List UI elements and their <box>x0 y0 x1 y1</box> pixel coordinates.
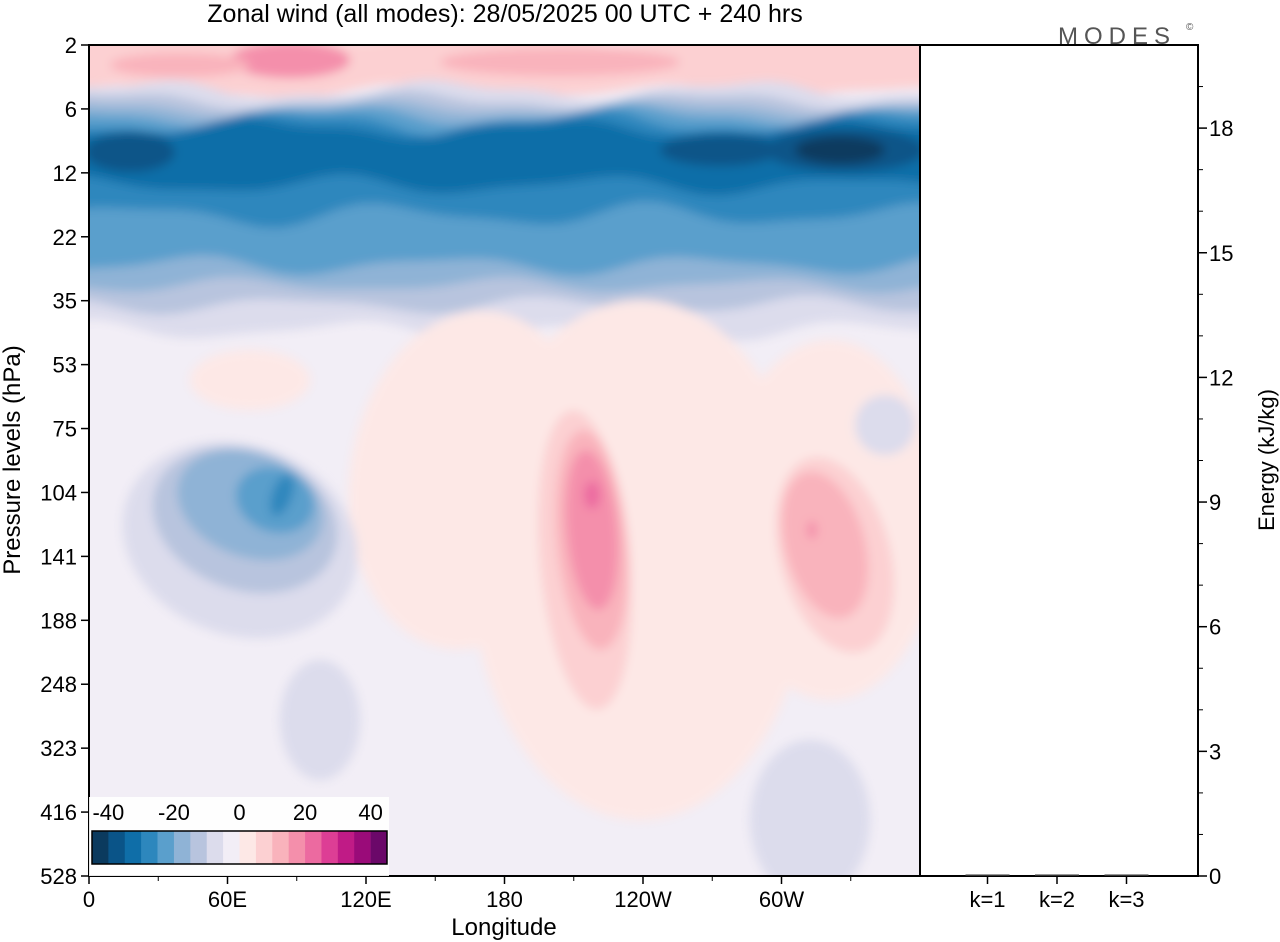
energy-tick-label: 6 <box>1209 615 1221 640</box>
y-tick-label: 141 <box>40 544 77 569</box>
contour-east-upper <box>855 395 915 455</box>
colorbar-swatch <box>108 831 126 864</box>
colorbar-swatch <box>239 831 257 864</box>
contour-easterly-tail <box>280 660 360 780</box>
contour-jet-core-west <box>89 132 175 172</box>
colorbar-tick-label: 0 <box>233 800 245 825</box>
contour-top-pink-2 <box>440 48 680 76</box>
y-tick-label: 248 <box>40 672 77 697</box>
colorbar-swatch <box>206 831 224 864</box>
colorbar-swatch <box>337 831 355 864</box>
energy-category-label: k=3 <box>1108 887 1144 912</box>
x-tick-label: 180 <box>486 887 523 912</box>
contour-top-pink-3 <box>110 53 250 77</box>
colorbar-swatch <box>223 831 240 864</box>
x-tick-label: 60W <box>759 887 804 912</box>
chart-title: Zonal wind (all modes): 28/05/2025 00 UT… <box>207 0 802 28</box>
colorbar-frame <box>91 830 388 865</box>
contour-jet-core-mid <box>660 134 780 166</box>
energy-bar <box>1104 874 1149 876</box>
y-tick-label: 104 <box>40 480 77 505</box>
colorbar-tick-label: 40 <box>358 800 382 825</box>
x-tick-label: 60E <box>208 887 247 912</box>
y-tick-label: 6 <box>65 97 77 122</box>
energy-tick-label: 9 <box>1209 490 1221 515</box>
y-tick-label: 35 <box>53 289 77 314</box>
energy-bar <box>1035 874 1079 876</box>
contour-easterly-5 <box>269 474 295 516</box>
contour-east-lowlevel <box>750 740 870 876</box>
x-tick-label: 120E <box>340 887 391 912</box>
colorbar-swatch <box>272 831 289 864</box>
contour-westerly-b2 <box>781 471 869 619</box>
colorbar-swatch <box>370 831 388 864</box>
y-tick-label: 22 <box>53 225 77 250</box>
colorbar-tick-label: -20 <box>158 800 190 825</box>
contour-westerly-a3 <box>566 450 618 610</box>
x-tick-label: 0 <box>83 887 95 912</box>
energy-axis-title: Energy (kJ/kg) <box>1254 389 1279 531</box>
energy-tick-label: 18 <box>1209 116 1233 141</box>
colorbar-swatch <box>354 831 371 864</box>
y-axis-title: Pressure levels (hPa) <box>0 345 26 574</box>
energy-frame <box>919 44 1199 877</box>
y-tick-label: 416 <box>40 800 77 825</box>
colorbar: -40 -20 0 20 40 <box>89 797 389 876</box>
y-tick-label: 528 <box>40 864 77 889</box>
logo-copyright: © <box>1186 22 1194 33</box>
contour-westerly-a4 <box>584 481 600 509</box>
y-tick-label: 2 <box>65 33 77 58</box>
contour-top-pink-1 <box>230 45 350 78</box>
energy-tick-label: 0 <box>1209 864 1221 889</box>
energy-panel <box>919 44 1199 877</box>
heatmap-plot-area <box>88 44 921 877</box>
contour-westerly-b3 <box>807 521 817 539</box>
colorbar-swatch <box>173 831 191 864</box>
colorbar-tick-label: -40 <box>92 800 124 825</box>
colorbar-swatch <box>190 831 208 864</box>
energy-bar <box>965 874 1010 876</box>
colorbar-swatch <box>124 831 142 864</box>
colorbar-swatch <box>321 831 339 864</box>
colorbar-swatch <box>288 831 306 864</box>
y-tick-label: 12 <box>53 161 77 186</box>
energy-category-label: k=2 <box>1039 887 1075 912</box>
y-tick-label: 188 <box>40 608 77 633</box>
colorbar-swatch <box>255 831 273 864</box>
colorbar-tick-label: 20 <box>293 800 317 825</box>
x-axis-title: Longitude <box>451 914 556 941</box>
y-tick-label: 323 <box>40 736 77 761</box>
energy-tick-label: 12 <box>1209 365 1233 390</box>
colorbar-swatch <box>157 831 175 864</box>
y-tick-label: 53 <box>53 353 77 378</box>
colorbar-swatch <box>305 831 322 864</box>
colorbar-swatch <box>92 831 109 864</box>
contour-jet-core-east-inner <box>795 136 885 164</box>
y-tick-label: 75 <box>53 417 77 442</box>
x-tick-label: 120W <box>614 887 672 912</box>
energy-tick-label: 15 <box>1209 241 1233 266</box>
colorbar-swatch <box>141 831 158 864</box>
contour-lower-pink-d <box>190 350 310 410</box>
energy-category-label: k=1 <box>969 887 1005 912</box>
energy-tick-label: 3 <box>1209 739 1221 764</box>
